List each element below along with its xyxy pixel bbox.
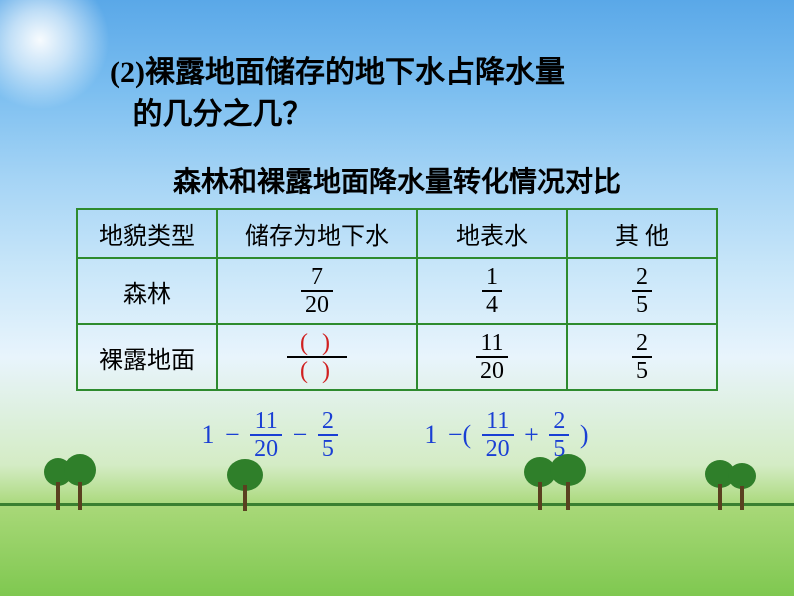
- fraction: 1 4: [482, 265, 502, 317]
- comparison-table: 地貌类型 储存为地下水 地表水 其 他 森林 7 20 1 4 2: [76, 208, 718, 391]
- table-cell: 2 5: [567, 258, 717, 324]
- table-header: 地表水: [417, 209, 567, 258]
- ground-line: [0, 503, 794, 506]
- equation-1: 1 − 11 20 − 2 5: [201, 409, 337, 461]
- table-header: 其 他: [567, 209, 717, 258]
- blank-fraction: ( ) ( ): [287, 331, 347, 383]
- question-text: (2)裸露地面储存的地下水占降水量 的几分之几？: [110, 52, 794, 136]
- table-header: 储存为地下水: [217, 209, 417, 258]
- table-row: 裸露地面 ( ) ( ) 11 20 2 5: [77, 324, 717, 390]
- fraction: 11 20: [250, 409, 282, 461]
- table-header: 地貌类型: [77, 209, 217, 258]
- table-cell: 7 20: [217, 258, 417, 324]
- table-row: 森林 7 20 1 4 2 5: [77, 258, 717, 324]
- tree-decoration: [220, 457, 270, 512]
- fraction: 7 20: [301, 265, 333, 317]
- fraction: 2 5: [632, 331, 652, 383]
- table-cell: 2 5: [567, 324, 717, 390]
- question-line1: 裸露地面储存的地下水占降水量: [145, 56, 565, 89]
- table-header-row: 地貌类型 储存为地下水 地表水 其 他: [77, 209, 717, 258]
- equation-2: 1 −( 11 20 + 2 5 ): [424, 409, 592, 461]
- fraction: 11 20: [476, 331, 508, 383]
- row-label: 裸露地面: [77, 324, 217, 390]
- tree-decoration: [40, 452, 100, 512]
- fraction: 2 5: [318, 409, 338, 461]
- table-cell: 1 4: [417, 258, 567, 324]
- slide-content: (2)裸露地面储存的地下水占降水量 的几分之几？ 森林和裸露地面降水量转化情况对…: [0, 0, 794, 461]
- tree-decoration: [700, 454, 760, 512]
- question-line2: 的几分之几？: [133, 98, 313, 131]
- equations-row: 1 − 11 20 − 2 5 1 −( 11 20 + 2 5 ): [0, 409, 794, 461]
- row-label: 森林: [77, 258, 217, 324]
- fraction: 2 5: [549, 409, 569, 461]
- question-number: (2): [110, 56, 145, 89]
- table-title: 森林和裸露地面降水量转化情况对比: [0, 160, 794, 200]
- fraction: 2 5: [632, 265, 652, 317]
- table-cell: ( ) ( ): [217, 324, 417, 390]
- fraction: 11 20: [482, 409, 514, 461]
- table-cell: 11 20: [417, 324, 567, 390]
